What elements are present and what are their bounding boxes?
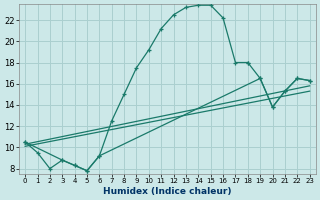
X-axis label: Humidex (Indice chaleur): Humidex (Indice chaleur) <box>103 187 232 196</box>
